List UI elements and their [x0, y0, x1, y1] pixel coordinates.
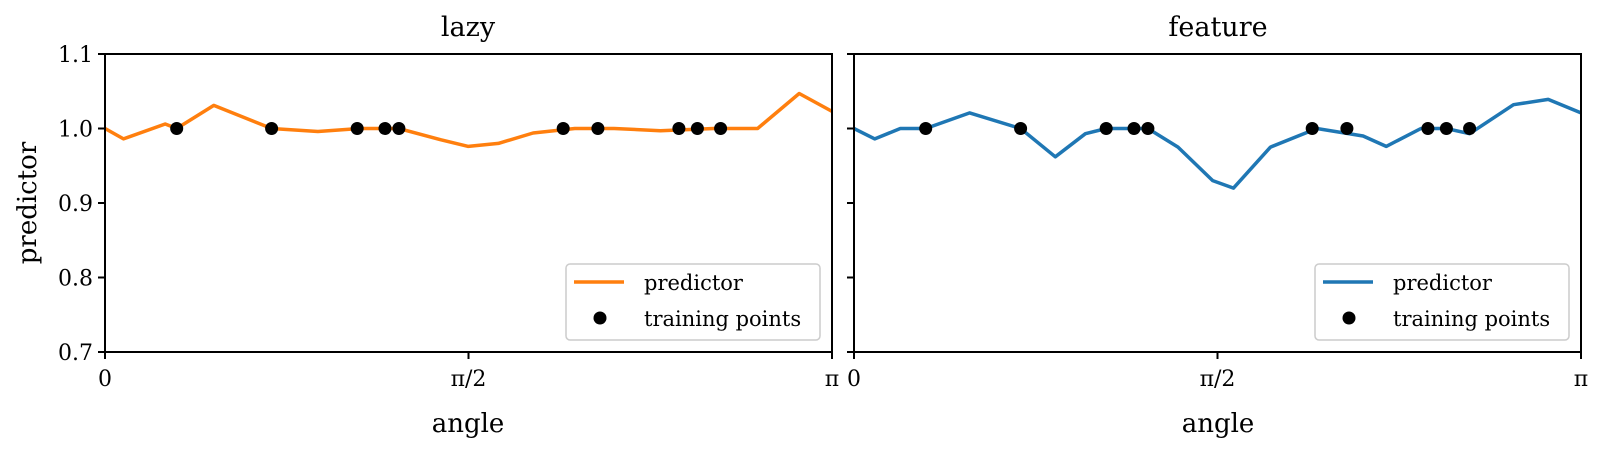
predictor-line-feature [853, 97, 1582, 190]
series-lazy [104, 91, 833, 149]
panel-lazy: lazy angle predictor 0 π/2 π 0.7 0.8 0.9 1.0 1.… [13, 12, 839, 439]
x-axis-label-feature: angle [1182, 409, 1255, 439]
legend-label-predictor-feature: predictor [1393, 271, 1493, 295]
legend-feature: predictor training points [1314, 263, 1570, 341]
plot-frame-lazy [104, 53, 833, 353]
training-point-lazy [170, 122, 184, 135]
training-point-lazy [591, 122, 605, 135]
series-feature [853, 97, 1582, 190]
legend-marker-training-lazy [593, 311, 607, 325]
panel-title-feature: feature [1168, 12, 1267, 43]
legend-box-feature [1314, 263, 1570, 341]
legend-label-training-feature: training points [1393, 307, 1550, 331]
training-point-lazy [690, 122, 704, 135]
training-point-feature [1014, 122, 1028, 135]
legend-marker-training-feature [1342, 311, 1356, 325]
training-point-lazy [672, 122, 686, 135]
training-point-lazy [714, 122, 728, 135]
training-point-feature [1421, 122, 1435, 135]
ticks-feature: 0 π/2 π [847, 53, 1588, 392]
x-tick-label-lazy: π [825, 367, 839, 392]
x-tick-label-feature: 0 [847, 367, 861, 392]
predictor-line-lazy [104, 91, 833, 149]
training-point-feature [1099, 122, 1113, 135]
legend-label-training-lazy: training points [644, 307, 801, 331]
plot-frame-feature [853, 53, 1582, 353]
panel-feature: feature angle 0 π/2 π predictor training p… [847, 12, 1588, 439]
training-point-feature [1141, 122, 1155, 135]
training-point-feature [1127, 122, 1141, 135]
training-point-lazy [378, 122, 392, 135]
training-point-feature [1463, 122, 1477, 135]
training-point-feature [1439, 122, 1453, 135]
legend-lazy: predictor training points [565, 263, 821, 341]
x-tick-label-feature: π/2 [1200, 367, 1236, 392]
training-point-feature [1340, 122, 1354, 135]
y-axis-label: predictor [13, 141, 43, 264]
training-point-feature [919, 122, 933, 135]
x-tick-label-lazy: π/2 [451, 367, 487, 392]
training-point-lazy [265, 122, 279, 135]
ticks-lazy: 0 π/2 π 0.7 0.8 0.9 1.0 1.1 [58, 43, 839, 392]
training-point-feature [1305, 122, 1319, 135]
training-point-lazy [556, 122, 570, 135]
training-point-lazy [392, 122, 406, 135]
y-tick-label: 0.7 [58, 341, 93, 366]
training-point-lazy [350, 122, 364, 135]
y-tick-label: 0.8 [58, 267, 93, 292]
y-tick-label: 1.0 [58, 118, 93, 143]
y-tick-label: 1.1 [58, 43, 93, 68]
x-tick-label-lazy: 0 [98, 367, 112, 392]
y-tick-label: 0.9 [58, 192, 93, 217]
x-axis-label-lazy: angle [432, 409, 505, 439]
legend-box-lazy [565, 263, 821, 341]
panel-title-lazy: lazy [441, 12, 496, 43]
legend-label-predictor-lazy: predictor [644, 271, 744, 295]
x-tick-label-feature: π [1574, 367, 1588, 392]
